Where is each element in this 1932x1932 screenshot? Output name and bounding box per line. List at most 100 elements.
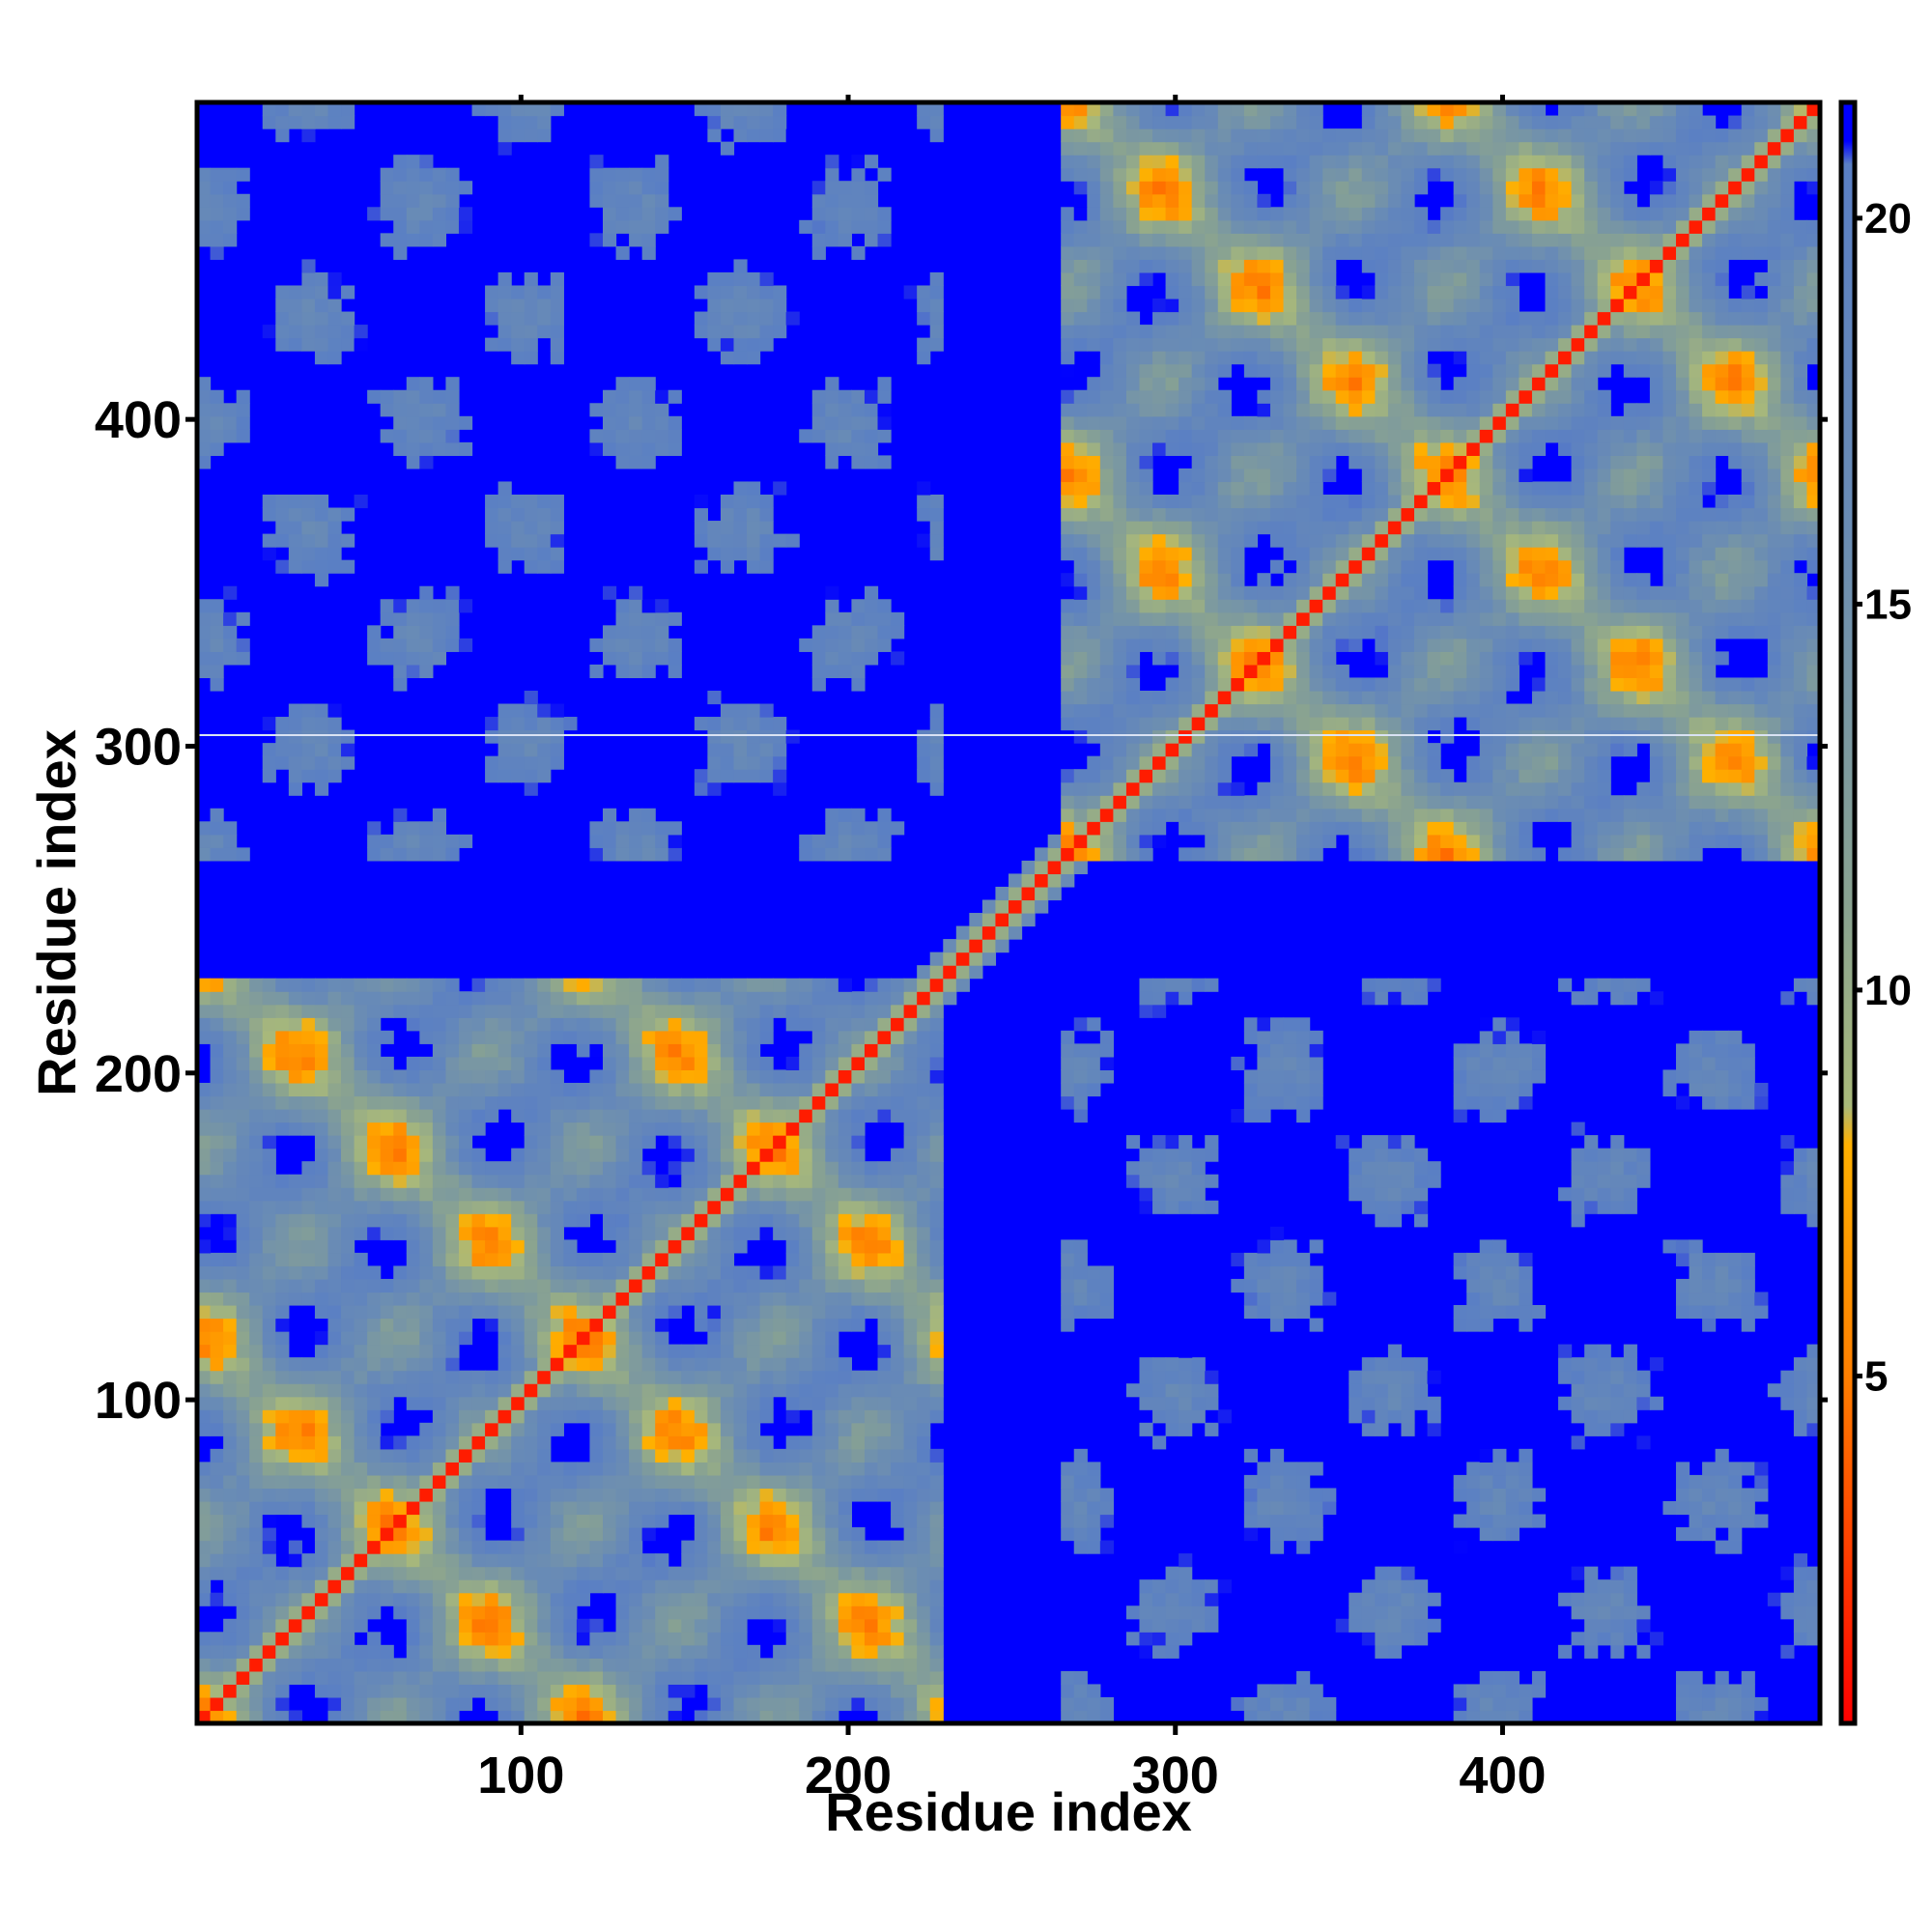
heatmap-cell	[576, 1344, 591, 1358]
heatmap-cell	[877, 1043, 892, 1058]
heatmap-cell	[1257, 1056, 1271, 1070]
heatmap-cell	[1689, 743, 1703, 757]
heatmap-cell	[838, 1174, 853, 1188]
heatmap-cell	[288, 769, 302, 783]
heatmap-cell	[301, 1082, 316, 1097]
heatmap-cell	[537, 1357, 552, 1372]
heatmap-cell	[681, 1135, 696, 1150]
heatmap-cell	[1466, 834, 1481, 848]
heatmap-cell	[1466, 1500, 1481, 1516]
heatmap-cell	[327, 1592, 342, 1606]
heatmap-cell	[406, 1566, 420, 1580]
heatmap-cell	[655, 1579, 669, 1594]
heatmap-cell	[406, 1658, 420, 1672]
heatmap-cell	[1231, 795, 1245, 810]
heatmap-cell	[1728, 690, 1743, 705]
heatmap-cell	[367, 1696, 382, 1712]
heatmap-cell	[877, 1200, 892, 1214]
heatmap-cell	[524, 1278, 538, 1293]
heatmap-cell	[327, 1670, 342, 1686]
heatmap-cell	[811, 1605, 826, 1620]
heatmap-cell	[576, 1383, 591, 1398]
heatmap-cell	[629, 1265, 643, 1280]
heatmap-cell	[1479, 795, 1493, 810]
heatmap-cell	[354, 1448, 368, 1463]
heatmap-cell	[1780, 755, 1795, 770]
heatmap-cell	[1125, 1161, 1141, 1176]
heatmap-cell	[707, 1566, 722, 1580]
heatmap-cell	[615, 1462, 630, 1476]
heatmap-cell	[393, 1174, 408, 1188]
heatmap-cell	[1401, 769, 1415, 783]
heatmap-cell	[1296, 781, 1311, 796]
heatmap-cell	[891, 1004, 905, 1018]
heatmap-cell	[655, 1004, 669, 1018]
heatmap-cell	[380, 1684, 394, 1698]
heatmap-cell	[1492, 821, 1507, 836]
heatmap-cell	[929, 769, 944, 783]
heatmap-cell	[1754, 1710, 1769, 1723]
heatmap-cell	[249, 1579, 264, 1594]
heatmap-cell	[471, 1435, 486, 1450]
heatmap-cell	[1505, 664, 1520, 679]
heatmap-cell	[1466, 1082, 1481, 1097]
heatmap-cell	[785, 1357, 800, 1372]
heatmap-cell	[197, 1474, 212, 1490]
heatmap-cell	[1257, 1474, 1271, 1490]
heatmap-cell	[1073, 677, 1088, 692]
heatmap-cell	[1061, 1278, 1075, 1293]
heatmap-cell	[747, 1187, 761, 1202]
heatmap-cell	[537, 1409, 552, 1424]
heatmap-cell	[249, 1710, 264, 1723]
heatmap-cell	[825, 1370, 839, 1384]
heatmap-cell	[864, 1488, 879, 1502]
heatmap-cell	[1793, 769, 1808, 783]
heatmap-cell	[720, 1056, 735, 1070]
heatmap-cell	[1715, 1095, 1729, 1110]
heatmap-cell	[393, 1670, 408, 1686]
heatmap-cell	[275, 1357, 290, 1372]
heatmap-cell	[903, 1069, 918, 1084]
heatmap-cell	[249, 1187, 302, 1202]
heatmap-cell	[668, 1082, 682, 1097]
heatmap-cell	[1309, 755, 1323, 770]
heatmap-cell	[210, 1135, 224, 1150]
heatmap-cell	[301, 1592, 316, 1606]
heatmap-cell	[485, 1644, 499, 1659]
heatmap-cell	[1401, 1187, 1429, 1202]
heatmap-cell	[903, 1409, 918, 1424]
heatmap-cell	[1283, 1304, 1297, 1320]
heatmap-cell	[262, 1030, 276, 1044]
heatmap-cell	[511, 1566, 526, 1580]
heatmap-cell	[1427, 755, 1441, 770]
heatmap-cell	[1492, 1514, 1507, 1528]
heatmap-cell	[1139, 743, 1153, 757]
heatmap-cell	[1505, 1474, 1520, 1490]
heatmap-cell	[327, 1174, 342, 1188]
heatmap-cell	[354, 1474, 368, 1490]
heatmap-cell	[759, 1082, 774, 1097]
heatmap-cell	[1361, 743, 1376, 757]
heatmap-cell	[759, 1527, 774, 1542]
heatmap-cell	[249, 1109, 264, 1123]
heatmap-cell	[877, 1540, 892, 1554]
heatmap-cell	[733, 1396, 748, 1410]
heatmap-cell	[668, 1095, 682, 1110]
heatmap-cell	[1649, 755, 1664, 770]
heatmap-cell	[1296, 1292, 1311, 1306]
heatmap-cell	[811, 1095, 826, 1110]
heatmap-cell	[615, 1632, 630, 1646]
heatmap-cell	[811, 1017, 826, 1032]
heatmap-cell	[929, 755, 944, 770]
heatmap-cell	[393, 821, 408, 836]
heatmap-cell	[1375, 1618, 1389, 1633]
heatmap-cell	[550, 1135, 564, 1150]
heatmap-cell	[799, 1618, 813, 1633]
heatmap-cell	[838, 1618, 853, 1633]
heatmap-cell	[1073, 795, 1088, 810]
heatmap-cell	[707, 1239, 722, 1254]
heatmap-cell	[851, 1082, 866, 1097]
heatmap-cell	[681, 1448, 696, 1463]
heatmap-cell	[485, 1409, 499, 1424]
heatmap-cell	[1584, 1135, 1599, 1150]
